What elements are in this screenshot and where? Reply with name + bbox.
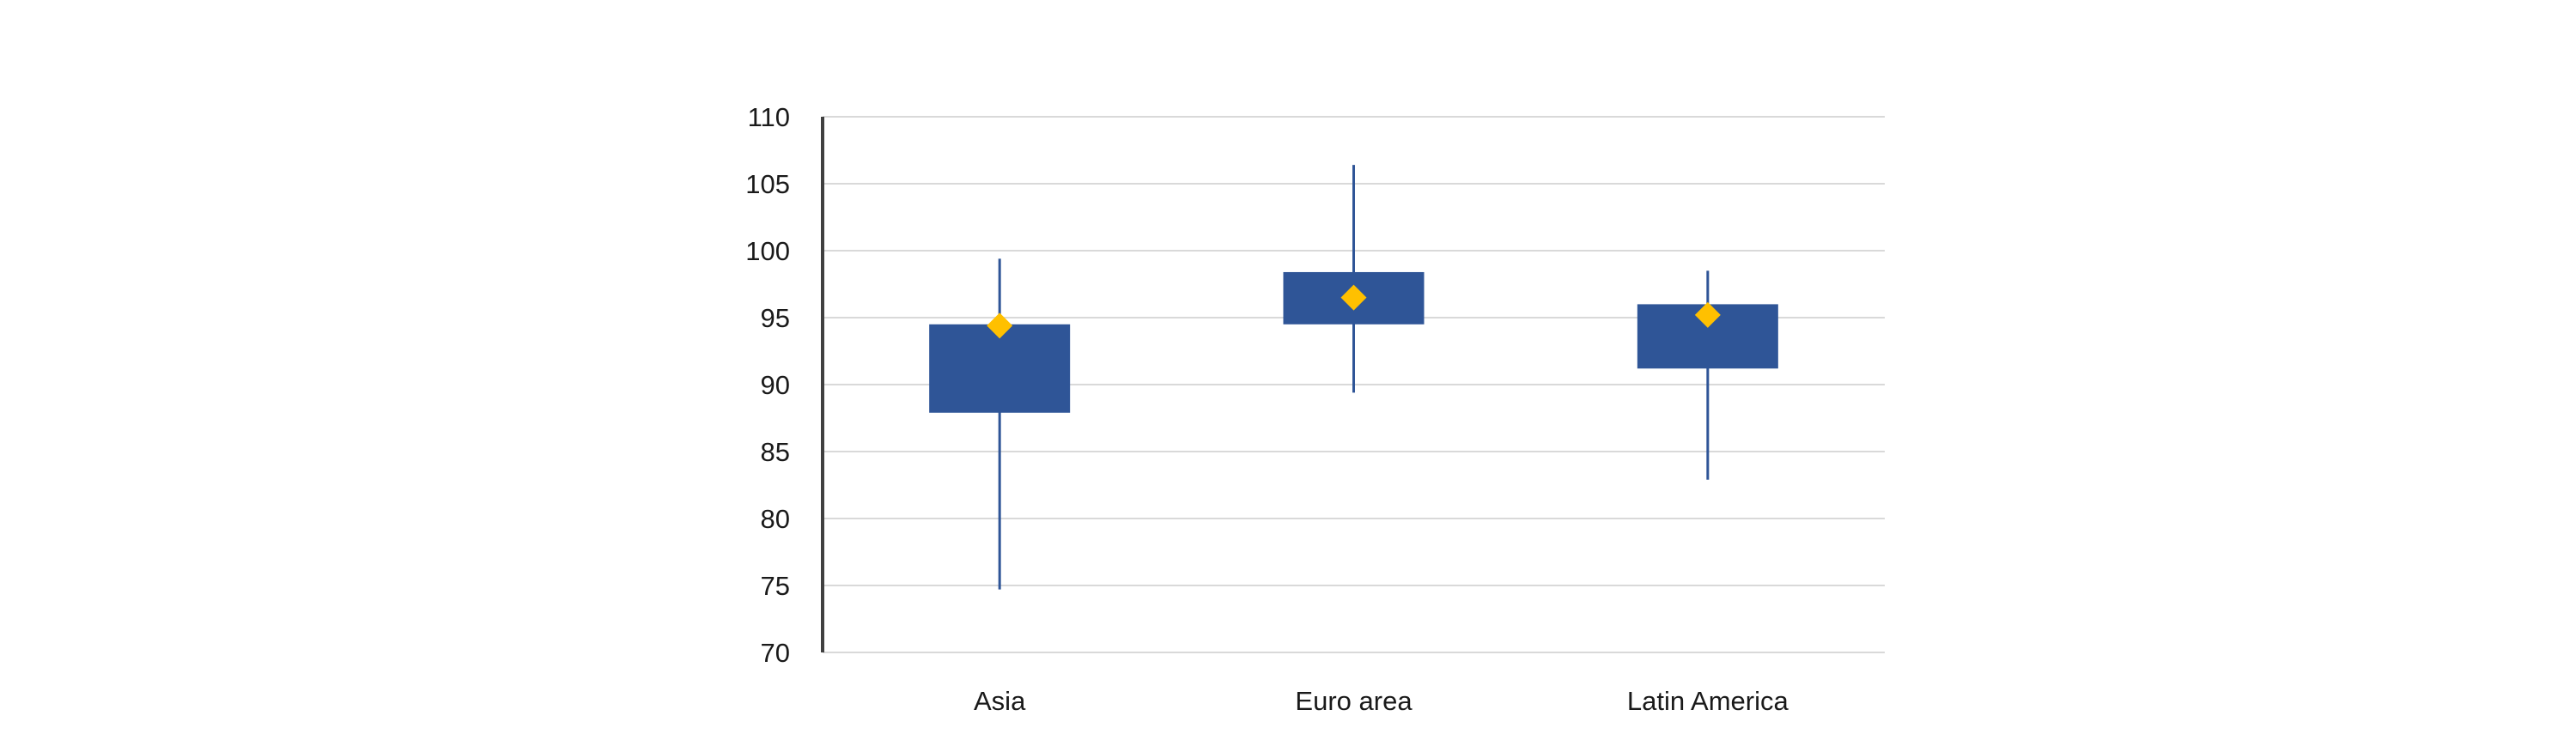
y-axis-tick-labels: 70 75 80 85 90 95 100 105 110 <box>745 102 790 668</box>
y-tick-label: 70 <box>761 638 790 668</box>
marker-asia <box>987 312 1013 339</box>
y-tick-label: 95 <box>761 303 790 333</box>
y-tick-label: 75 <box>761 571 790 601</box>
y-tick-label: 100 <box>745 236 790 266</box>
marker-latin-america <box>1694 301 1721 328</box>
y-tick-label: 110 <box>748 102 790 132</box>
y-tick-label: 90 <box>761 370 790 400</box>
x-tick-label: Asia <box>974 686 1026 716</box>
marker-euro-area <box>1340 284 1367 311</box>
x-tick-label: Latin America <box>1627 686 1789 716</box>
box-asia <box>929 324 1071 413</box>
y-tick-label: 105 <box>745 169 790 199</box>
y-tick-label: 85 <box>761 437 790 467</box>
y-tick-label: 80 <box>761 504 790 534</box>
x-tick-label: Euro area <box>1295 686 1413 716</box>
whiskers <box>998 165 1710 590</box>
x-axis-tick-labels: Asia Euro area Latin America <box>974 686 1789 716</box>
markers <box>987 284 1721 339</box>
